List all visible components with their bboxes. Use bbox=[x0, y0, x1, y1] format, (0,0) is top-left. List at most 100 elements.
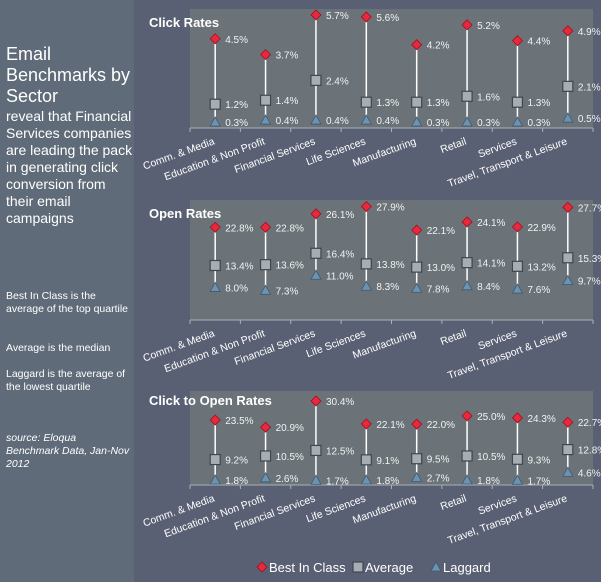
best-marker bbox=[360, 418, 372, 430]
average-marker bbox=[511, 260, 524, 272]
category-label: Retail bbox=[439, 136, 468, 156]
legend-laggard-label: Laggard bbox=[443, 560, 491, 575]
best-marker bbox=[411, 224, 423, 236]
average-marker bbox=[511, 453, 524, 465]
laggard-data-label: 8.3% bbox=[376, 282, 399, 293]
average-data-label: 2.4% bbox=[326, 76, 349, 87]
average-data-label: 1.4% bbox=[276, 96, 299, 107]
laggard-marker bbox=[511, 116, 524, 127]
legend-best-label: Best In Class bbox=[269, 560, 346, 575]
best-data-label: 30.4% bbox=[326, 397, 354, 408]
best-marker bbox=[511, 412, 524, 424]
best-data-label: 5.2% bbox=[477, 21, 500, 32]
best-data-label: 22.8% bbox=[276, 223, 304, 234]
laggard-marker bbox=[310, 114, 322, 125]
average-marker bbox=[360, 96, 372, 108]
laggard-data-label: 8.4% bbox=[477, 282, 500, 293]
note-best: Best In Class is the average of the top … bbox=[6, 290, 129, 315]
laggard-data-label: 2.6% bbox=[276, 474, 299, 485]
average-data-label: 15.3% bbox=[578, 254, 601, 265]
average-data-label: 10.5% bbox=[477, 452, 505, 463]
laggard-marker bbox=[360, 474, 372, 485]
laggard-marker bbox=[562, 466, 574, 477]
laggard-data-label: 9.7% bbox=[578, 277, 601, 288]
laggard-marker bbox=[411, 282, 423, 293]
best-marker bbox=[259, 421, 272, 433]
laggard-data-label: 1.7% bbox=[527, 476, 550, 487]
laggard-data-label: 0.4% bbox=[276, 116, 299, 127]
best-data-label: 24.1% bbox=[477, 218, 505, 229]
legend-laggard-icon bbox=[430, 561, 442, 572]
laggard-data-label: 1.7% bbox=[326, 476, 349, 487]
chart-title: Open Rates bbox=[149, 206, 221, 221]
best-marker bbox=[259, 49, 272, 61]
average-data-label: 1.2% bbox=[225, 100, 248, 111]
average-data-label: 1.6% bbox=[477, 92, 500, 103]
laggard-data-label: 7.3% bbox=[276, 286, 299, 297]
average-marker bbox=[310, 444, 322, 457]
average-data-label: 13.2% bbox=[527, 262, 555, 273]
best-data-label: 27.7% bbox=[578, 203, 601, 214]
laggard-marker bbox=[461, 116, 473, 127]
average-marker bbox=[461, 450, 473, 462]
laggard-data-label: 8.0% bbox=[225, 283, 248, 294]
chart-title: Click Rates bbox=[149, 15, 219, 30]
best-data-label: 22.1% bbox=[376, 420, 404, 431]
best-marker bbox=[461, 216, 473, 228]
chart-title: Click to Open Rates bbox=[149, 393, 272, 408]
average-data-label: 1.3% bbox=[527, 98, 550, 109]
average-data-label: 13.8% bbox=[376, 260, 404, 271]
best-marker bbox=[259, 221, 272, 233]
laggard-data-label: 11.0% bbox=[326, 271, 354, 282]
sidebar-title: Email Benchmarks by Sector bbox=[6, 44, 131, 106]
laggard-marker bbox=[562, 274, 574, 285]
laggard-marker bbox=[461, 280, 473, 291]
plot-area bbox=[190, 9, 593, 128]
average-data-label: 14.1% bbox=[477, 259, 505, 270]
laggard-marker bbox=[259, 471, 272, 483]
best-marker bbox=[310, 208, 322, 220]
legend-average-icon bbox=[352, 561, 364, 573]
best-marker bbox=[562, 25, 574, 37]
average-marker bbox=[310, 247, 322, 259]
best-data-label: 4.5% bbox=[225, 35, 248, 46]
laggard-data-label: 1.8% bbox=[376, 476, 399, 487]
best-data-label: 4.9% bbox=[578, 27, 601, 38]
laggard-marker bbox=[511, 283, 524, 294]
category-label: Retail bbox=[439, 328, 468, 348]
average-data-label: 16.4% bbox=[326, 249, 354, 260]
best-marker bbox=[411, 418, 423, 430]
average-data-label: 1.3% bbox=[427, 98, 450, 109]
laggard-marker bbox=[461, 474, 473, 485]
best-data-label: 25.0% bbox=[477, 412, 505, 423]
average-data-label: 2.1% bbox=[578, 82, 601, 93]
laggard-marker bbox=[259, 114, 272, 125]
laggard-marker bbox=[259, 284, 272, 295]
laggard-data-label: 2.7% bbox=[427, 474, 450, 485]
best-marker bbox=[562, 201, 574, 213]
sidebar: Email Benchmarks by Sector reveal that F… bbox=[0, 0, 134, 582]
best-data-label: 4.4% bbox=[527, 37, 550, 48]
average-data-label: 10.5% bbox=[276, 452, 304, 463]
best-data-label: 22.1% bbox=[427, 226, 455, 237]
average-data-label: 13.4% bbox=[225, 261, 253, 272]
laggard-data-label: 7.6% bbox=[527, 285, 550, 296]
best-marker bbox=[360, 200, 372, 213]
laggard-data-label: 7.8% bbox=[427, 284, 450, 295]
average-marker bbox=[360, 258, 372, 270]
laggard-marker bbox=[209, 281, 221, 292]
best-data-label: 22.7% bbox=[578, 418, 601, 429]
best-marker bbox=[209, 33, 221, 45]
laggard-data-label: 0.3% bbox=[527, 118, 550, 129]
average-data-label: 12.8% bbox=[578, 446, 601, 457]
average-marker bbox=[411, 96, 423, 108]
best-data-label: 23.5% bbox=[225, 416, 253, 427]
average-marker bbox=[461, 90, 473, 102]
plot-area bbox=[190, 391, 593, 485]
average-marker bbox=[209, 259, 221, 272]
laggard-data-label: 0.5% bbox=[578, 114, 601, 125]
best-data-label: 3.7% bbox=[276, 51, 299, 62]
